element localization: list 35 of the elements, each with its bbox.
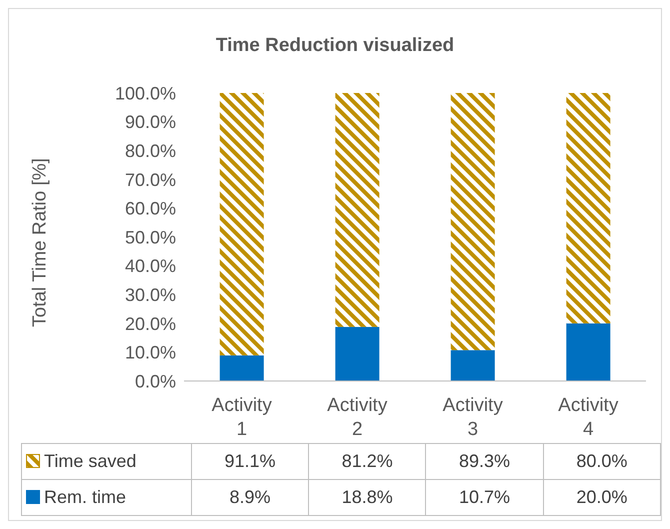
legend-label: Time saved — [22, 444, 192, 480]
bar — [566, 323, 610, 381]
y-tick-label: 40.0% — [124, 256, 176, 276]
y-tick-label: 50.0% — [124, 227, 176, 248]
bar — [566, 93, 610, 324]
y-tick-label: 20.0% — [124, 314, 176, 334]
y-tick-label: 10.0% — [124, 342, 176, 363]
data-label: 81.2% — [308, 444, 426, 480]
data-label: 91.1% — [191, 444, 309, 480]
chart-title: Time Reduction visualized — [214, 35, 456, 57]
x-tick-label: Activity 4 — [558, 395, 619, 440]
y-tick-label: 90.0% — [124, 112, 176, 132]
x-tick-label: Activity 2 — [327, 395, 388, 440]
y-tick-label: 30.0% — [124, 284, 176, 305]
data-label: 80.0% — [543, 444, 660, 480]
y-tick-label: 60.0% — [124, 198, 176, 219]
x-tick-label: Activity 3 — [442, 395, 504, 440]
data-label: 20.0% — [543, 480, 660, 516]
data-label: 89.3% — [426, 444, 544, 480]
y-tick-label: 80.0% — [124, 140, 176, 161]
bar — [220, 93, 264, 356]
y-tick-label: 0.0% — [134, 371, 176, 392]
bar — [450, 350, 495, 381]
bar — [335, 93, 380, 327]
data-label: 8.9% — [191, 480, 309, 516]
data-label: 18.8% — [308, 480, 426, 516]
legend-label: Rem. time — [22, 480, 192, 516]
data-label: 10.7% — [426, 480, 544, 516]
y-tick-label: 100.0% — [114, 83, 176, 104]
x-tick-label: Activity 1 — [212, 395, 272, 440]
bar — [450, 93, 495, 350]
y-axis-title: Total Time Ratio [%] — [30, 158, 51, 327]
bar — [335, 326, 380, 381]
y-tick-label: 70.0% — [124, 170, 176, 190]
bar — [220, 355, 264, 381]
